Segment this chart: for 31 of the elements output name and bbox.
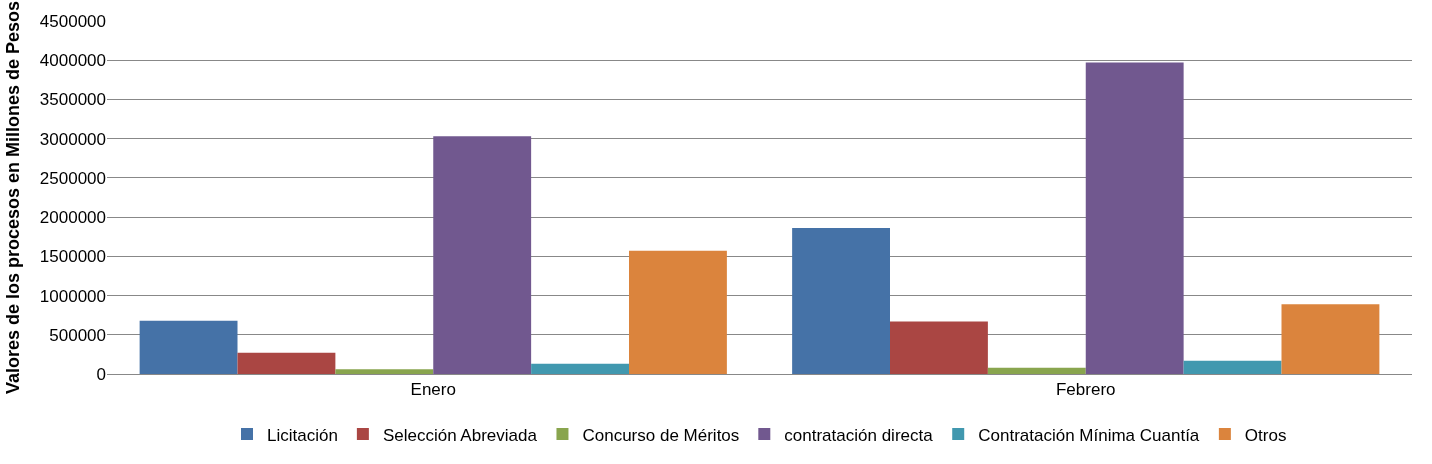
y-tick-label: 0 [96,364,106,384]
legend-label: Selección Abreviada [382,425,538,445]
x-tick-label: Enero [410,380,456,400]
bar [237,352,336,374]
bar [335,369,434,374]
bar [792,228,890,374]
y-tick-label: 2000000 [39,208,106,228]
y-tick-label: 500000 [49,325,106,345]
bar [890,321,988,374]
y-tick-label: 1000000 [39,286,106,306]
legend-label: contratación directa [784,425,934,445]
x-tick-label: Febrero [1055,380,1116,400]
bar [1183,360,1282,374]
y-tick-label: 2500000 [39,168,106,188]
y-axis-title: Valores de los procesos en Millones de Pesos [3,0,24,395]
y-tick-label: 4500000 [39,11,106,31]
legend-label: Concurso de Méritos [582,425,740,445]
bar [987,367,1086,374]
y-tick-label: 4000000 [39,51,106,71]
legend-label: Licitación [267,425,338,445]
legend-label: Contratación Mínima Cuantía [978,425,1200,445]
bar [629,250,727,374]
y-tick-label: 1500000 [39,247,106,267]
legend-label: Otros [1244,425,1287,445]
y-tick-label: 3000000 [39,129,106,149]
bar [1085,62,1184,374]
bar [139,320,238,374]
bar [1281,304,1380,374]
y-tick-label: 3500000 [39,90,106,110]
bar [433,136,532,374]
bar [531,363,629,374]
